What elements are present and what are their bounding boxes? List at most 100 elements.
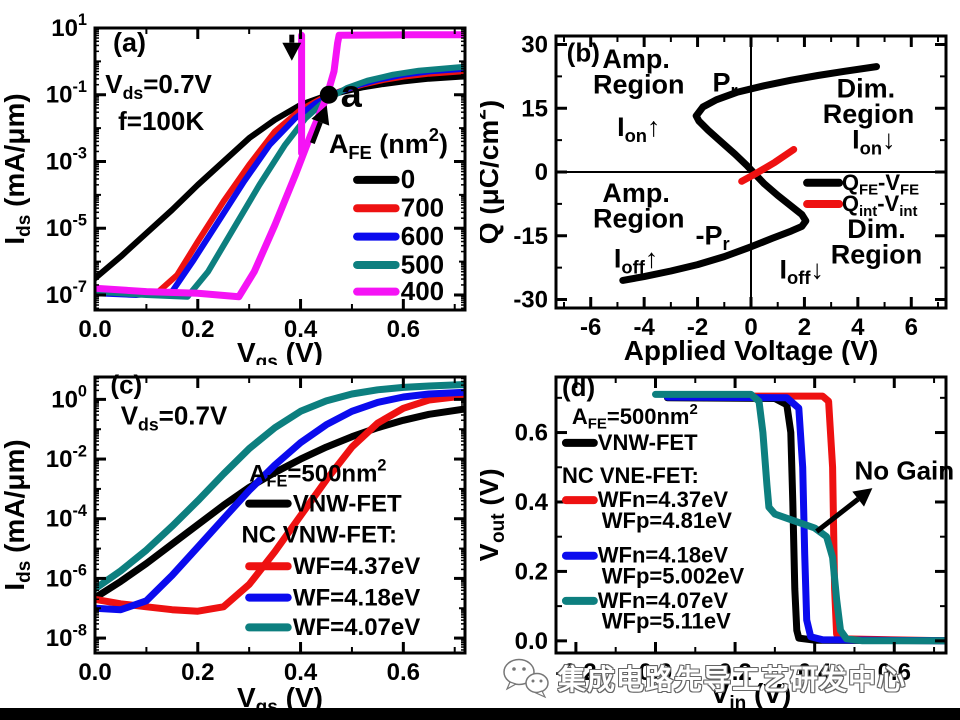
annotation-text: WFp=4.81eV bbox=[602, 508, 733, 533]
curve-NC-WF-4.18 bbox=[95, 388, 465, 614]
panel-b-svg: -6 -4 -2 0 2 4 6 30 15 0 -15 -30 Applied Voltage (V)… bbox=[469, 32, 948, 366]
curve-AFE-0 bbox=[95, 73, 465, 282]
x-tick-label: 0.4 bbox=[284, 316, 318, 343]
annotation-text: (b) bbox=[567, 38, 600, 68]
x-tick-label: 0.6 bbox=[387, 659, 420, 686]
legend-label: VNW-FET bbox=[293, 490, 402, 517]
annotation-text: Dim. bbox=[837, 74, 896, 104]
annotation-arrowhead bbox=[282, 42, 302, 61]
curve-AFE-400 bbox=[95, 31, 465, 301]
legend-label: 400 bbox=[401, 276, 444, 306]
legend-label: WFn=4.37eV bbox=[598, 487, 729, 512]
curve-NC-WF-4.37 bbox=[95, 392, 465, 615]
y-tick-label: 0 bbox=[535, 159, 548, 186]
annotation-text: Vds=0.7V bbox=[105, 69, 212, 103]
annotation-text: Amp. bbox=[602, 178, 670, 208]
panel-c-svg: 0.0 0.2 0.4 0.6 100 10-2 10-4 10-6 10-8 Vgs (V) Id… bbox=[0, 369, 467, 718]
legend-label: WF=4.37eV bbox=[293, 553, 420, 580]
y-tick-label: -15 bbox=[513, 223, 548, 250]
y-tick-label: 0.4 bbox=[515, 489, 549, 516]
legend-label: AFE=500nm2 bbox=[249, 457, 386, 491]
y-tick-label: 10-6 bbox=[46, 562, 87, 593]
y-tick-label: 15 bbox=[521, 95, 548, 122]
y-tick-label: 0.0 bbox=[515, 628, 548, 655]
x-tick-label: 4 bbox=[851, 314, 865, 341]
annotation-text: Amp. bbox=[602, 44, 670, 74]
x-tick-label: 0 bbox=[744, 314, 757, 341]
annotation-text: Region bbox=[831, 239, 923, 269]
annotation-text: Ioff↓ bbox=[780, 254, 824, 288]
x-tick-label: 2 bbox=[798, 314, 811, 341]
y-tick-label: 10-1 bbox=[46, 78, 87, 109]
legend-label: WFn=4.07eV bbox=[598, 588, 729, 613]
panel-d-svg: -0.2 0.0 0.2 0.4 0.6 0.0 0.2 0.4 0.6 Vin (V) Vout … bbox=[473, 372, 954, 714]
axis-ticks bbox=[93, 377, 465, 653]
y-tick-label: 100 bbox=[51, 383, 87, 414]
y-tick-label: 10-3 bbox=[46, 145, 87, 176]
panel-d-inverter-vtc: -0.2 0.0 0.2 0.4 0.6 0.0 0.2 0.4 0.6 Vin (V) Vout … bbox=[473, 365, 960, 720]
y-axis-label: Ids (mA/μm) bbox=[0, 93, 35, 244]
x-tick-label: 0.0 bbox=[639, 659, 672, 686]
annotation-text: Dim. bbox=[847, 214, 906, 244]
x-tick-label: 0.6 bbox=[387, 316, 420, 343]
legend-label: VNW-FET bbox=[598, 430, 698, 455]
annotation-text: Region bbox=[823, 99, 915, 129]
annotation-text: No Gain bbox=[854, 455, 954, 485]
x-tick-label: -2 bbox=[687, 314, 708, 341]
legend-label: QFE-VFE bbox=[842, 170, 919, 199]
y-axis-label: Q (μC/cm2) bbox=[480, 100, 504, 244]
x-tick-label: -6 bbox=[580, 314, 601, 341]
y-tick-label: 10-8 bbox=[46, 621, 87, 652]
annotation-text: Pr bbox=[712, 67, 737, 101]
legend-label: NC VNE-FET: bbox=[562, 463, 699, 488]
axis-ticks bbox=[93, 26, 465, 310]
x-tick-label: 0.6 bbox=[878, 659, 911, 686]
legend-label: Qint-Vint bbox=[842, 191, 918, 220]
plot-frame bbox=[554, 375, 948, 655]
y-tick-label: 0.6 bbox=[515, 420, 548, 447]
x-tick-label: 0.4 bbox=[798, 659, 832, 686]
plot-frame bbox=[93, 375, 467, 655]
x-tick-label: 0.0 bbox=[78, 316, 111, 343]
annotation-text: AFE=500nm2 bbox=[572, 401, 698, 433]
y-tick-label: 30 bbox=[521, 32, 548, 59]
panel-a-transfer-curves: 0.0 0.2 0.4 0.6 101 10-1 10-3 10-5 10-7 Vgs (V) Id… bbox=[0, 0, 480, 373]
legend-label: WF=4.18eV bbox=[293, 584, 420, 611]
annotation-arrowhead bbox=[311, 105, 330, 126]
annotation-arrowhead bbox=[852, 488, 873, 507]
legend-label: NC VNW-FET: bbox=[241, 522, 396, 549]
y-tick-label: 10-7 bbox=[46, 278, 87, 309]
annotation-text: Region bbox=[593, 69, 685, 99]
annotation-text: (a) bbox=[113, 27, 146, 57]
x-axis-label: Vgs (V) bbox=[237, 682, 323, 718]
y-tick-label: 10-2 bbox=[46, 442, 87, 473]
curve-NC-WF-4.07 bbox=[95, 381, 465, 593]
y-tick-label: 10-4 bbox=[46, 502, 87, 533]
y-tick-label: 10-5 bbox=[46, 211, 87, 242]
x-axis-label: Vgs (V) bbox=[237, 337, 323, 365]
legend-label: WFn=4.18eV bbox=[598, 543, 729, 568]
annotation-text: WFp=5.11eV bbox=[602, 609, 731, 634]
y-tick-label: 101 bbox=[51, 11, 87, 42]
annotation-arrow bbox=[310, 121, 323, 145]
axis-ticks bbox=[556, 377, 946, 653]
legend-label: 500 bbox=[401, 249, 444, 279]
panel-b-qv-curve: -6 -4 -2 0 2 4 6 30 15 0 -15 -30 Applied Voltage (V)… bbox=[469, 0, 960, 370]
data-point-marker bbox=[319, 85, 338, 104]
y-axis-label: Vout (V) bbox=[480, 468, 509, 561]
x-axis-label: Vin (V) bbox=[711, 678, 792, 714]
curve-Qint-Vint bbox=[738, 146, 798, 185]
curve-VNW-FET bbox=[95, 405, 465, 602]
y-axis-label: Ids (mA/μm) bbox=[0, 439, 35, 590]
panel-a-svg: 0.0 0.2 0.4 0.6 101 10-1 10-3 10-5 10-7 Vgs (V) Id… bbox=[0, 11, 467, 373]
x-tick-label: 6 bbox=[905, 314, 918, 341]
x-tick-label: 0.2 bbox=[181, 316, 214, 343]
x-tick-label: -0.2 bbox=[555, 659, 596, 686]
annotation-text: Vds=0.7V bbox=[121, 401, 228, 435]
legend-label: 600 bbox=[401, 221, 444, 251]
curve-VTC-teal bbox=[652, 390, 946, 645]
legend-label: 700 bbox=[401, 193, 444, 223]
annotation-text: (d) bbox=[562, 372, 595, 402]
annotation-text: Region bbox=[593, 203, 685, 233]
